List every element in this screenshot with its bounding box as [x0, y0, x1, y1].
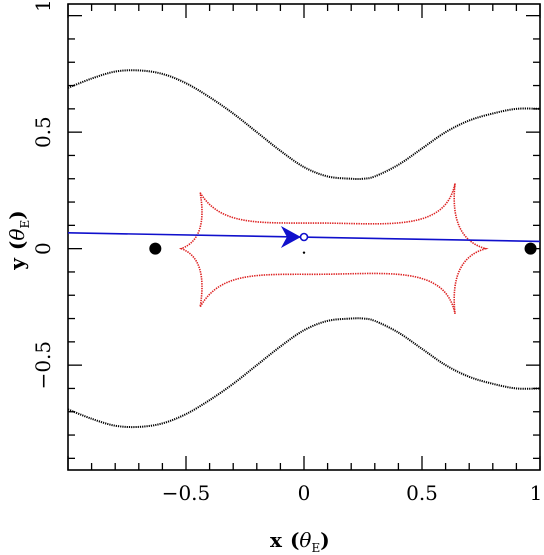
x-axis-unit: θ [299, 528, 311, 552]
y-axis-label: y(θE) [5, 210, 32, 270]
x-axis-unit-sub: E [311, 541, 320, 555]
lens-mass [524, 242, 537, 255]
trajectory-arrow [280, 225, 301, 248]
y-tick-label: 1 [31, 0, 55, 12]
x-axis-var: x [270, 528, 283, 552]
tick-labels: −0.5 0 0.5 1 −0.5 0 0.5 1 [31, 0, 542, 505]
y-axis-var: y [5, 257, 29, 271]
y-axis-unit-sub: E [18, 220, 32, 229]
x-axis-label: x (θE) [270, 528, 330, 555]
lens-mass [149, 242, 162, 255]
caustic [178, 183, 489, 315]
y-tick-label: −0.5 [31, 341, 55, 390]
y-tick-label: 0 [31, 242, 55, 255]
x-tick-label: 0 [298, 481, 311, 505]
x-tick-label: 0.5 [406, 481, 438, 505]
y-axis-unit: θ [5, 229, 29, 241]
source-marker [299, 232, 309, 242]
x-tick-label: 1 [530, 481, 543, 505]
y-tick-label: 0.5 [31, 116, 55, 148]
curves [67, 69, 541, 429]
x-tick-label: −0.5 [162, 481, 211, 505]
center-dot [302, 251, 306, 254]
critical-curve-upper [67, 69, 541, 181]
markers [149, 225, 537, 255]
critical-curve-lower [67, 317, 541, 429]
